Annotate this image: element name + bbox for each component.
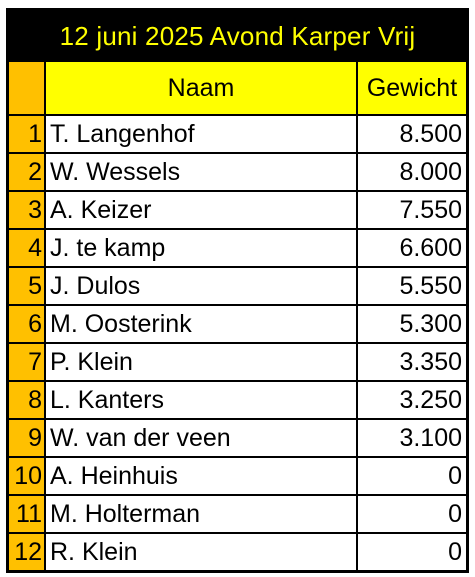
rank-cell: 2: [9, 154, 46, 190]
table-row: 2 W. Wessels 8.000: [9, 152, 466, 190]
table-row: 5 J. Dulos 5.550: [9, 266, 466, 304]
name-cell: T. Langenhof: [46, 116, 358, 152]
table-grid: Naam Gewicht 1 T. Langenhof 8.500 2 W. W…: [9, 62, 466, 570]
header-weight: Gewicht: [358, 62, 466, 114]
rank-cell: 8: [9, 382, 46, 418]
table-row: 6 M. Oosterink 5.300: [9, 304, 466, 342]
weight-cell: 0: [358, 534, 466, 570]
weight-cell: 8.000: [358, 154, 466, 190]
table-row: 1 T. Langenhof 8.500: [9, 114, 466, 152]
table-row: 4 J. te kamp 6.600: [9, 228, 466, 266]
name-cell: P. Klein: [46, 344, 358, 380]
weight-cell: 3.350: [358, 344, 466, 380]
table-row: 11 M. Holterman 0: [9, 494, 466, 532]
weight-cell: 3.100: [358, 420, 466, 456]
weight-cell: 8.500: [358, 116, 466, 152]
weight-cell: 0: [358, 496, 466, 532]
weight-cell: 5.550: [358, 268, 466, 304]
name-cell: A. Keizer: [46, 192, 358, 228]
name-cell: M. Oosterink: [46, 306, 358, 342]
name-cell: M. Holterman: [46, 496, 358, 532]
rank-cell: 10: [9, 458, 46, 494]
table-row: 12 R. Klein 0: [9, 532, 466, 570]
name-cell: A. Heinhuis: [46, 458, 358, 494]
table-row: 8 L. Kanters 3.250: [9, 380, 466, 418]
weight-cell: 6.600: [358, 230, 466, 266]
weight-cell: 7.550: [358, 192, 466, 228]
rank-cell: 4: [9, 230, 46, 266]
rank-cell: 11: [9, 496, 46, 532]
header-name: Naam: [46, 62, 358, 114]
name-cell: J. Dulos: [46, 268, 358, 304]
rank-cell: 5: [9, 268, 46, 304]
table-row: 10 A. Heinhuis 0: [9, 456, 466, 494]
header-rank: [9, 62, 46, 114]
table-title: 12 juni 2025 Avond Karper Vrij: [9, 11, 466, 62]
rank-cell: 12: [9, 534, 46, 570]
table-header-row: Naam Gewicht: [9, 62, 466, 114]
name-cell: L. Kanters: [46, 382, 358, 418]
rank-cell: 6: [9, 306, 46, 342]
weight-cell: 3.250: [358, 382, 466, 418]
results-table: 12 juni 2025 Avond Karper Vrij Naam Gewi…: [6, 8, 469, 573]
rank-cell: 1: [9, 116, 46, 152]
table-row: 9 W. van der veen 3.100: [9, 418, 466, 456]
rank-cell: 9: [9, 420, 46, 456]
rank-cell: 3: [9, 192, 46, 228]
rank-cell: 7: [9, 344, 46, 380]
name-cell: W. van der veen: [46, 420, 358, 456]
table-row: 7 P. Klein 3.350: [9, 342, 466, 380]
name-cell: W. Wessels: [46, 154, 358, 190]
weight-cell: 0: [358, 458, 466, 494]
name-cell: R. Klein: [46, 534, 358, 570]
table-row: 3 A. Keizer 7.550: [9, 190, 466, 228]
weight-cell: 5.300: [358, 306, 466, 342]
name-cell: J. te kamp: [46, 230, 358, 266]
